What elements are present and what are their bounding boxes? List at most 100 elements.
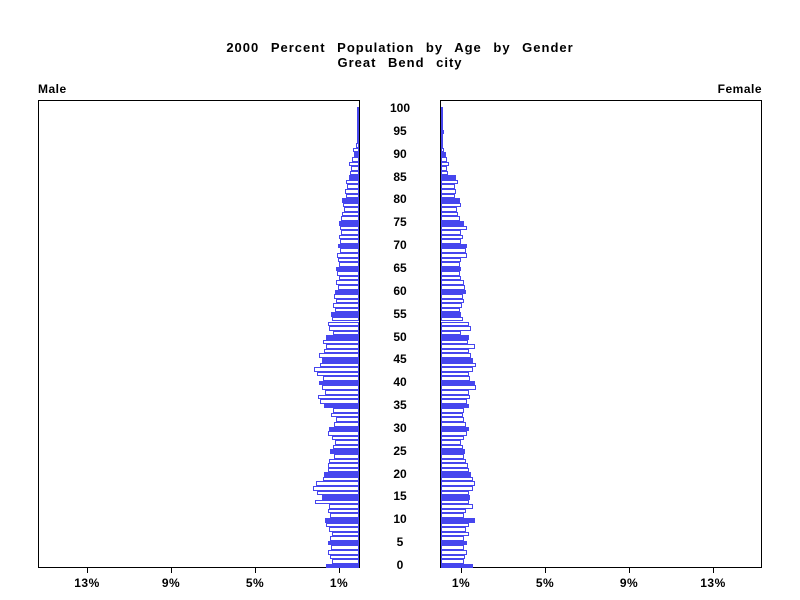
bar-male-age-47 [324, 348, 359, 354]
bar-male-age-65 [335, 266, 359, 272]
bar-male-age-21 [327, 467, 359, 473]
bar-female-age-9 [441, 522, 470, 528]
female-axis-tick-13 [713, 568, 714, 573]
bar-female-age-88 [441, 161, 450, 167]
age-tick-label-75: 75 [393, 215, 407, 230]
bar-female-age-67 [441, 257, 461, 263]
bar-female-age-84 [441, 179, 458, 185]
bar-female-age-4 [441, 545, 465, 550]
male-axis-tick-5 [255, 568, 256, 573]
bar-female-age-74 [441, 225, 468, 231]
bar-female-age-3 [441, 550, 468, 555]
bar-male-age-49 [323, 339, 359, 345]
bar-female-age-47 [441, 348, 470, 354]
bar-male-age-88 [348, 161, 359, 167]
female-panel-label: Female [717, 82, 762, 96]
bar-male-age-66 [339, 262, 359, 267]
bar-female-age-21 [441, 467, 470, 473]
bar-male-age-15 [322, 495, 359, 500]
bar-male-age-63 [339, 275, 359, 281]
bar-male-age-16 [317, 490, 359, 496]
bar-female-age-63 [441, 275, 461, 281]
bar-female-age-57 [441, 303, 462, 308]
bar-female-age-25 [441, 449, 466, 455]
bar-male-age-20 [324, 472, 359, 477]
bar-male-age-50 [326, 335, 359, 340]
bar-female-age-42 [441, 371, 470, 377]
bar-female-age-45 [441, 358, 473, 363]
bar-male-age-3 [327, 550, 359, 555]
age-tick-label-20: 20 [393, 466, 407, 481]
bar-female-age-51 [441, 330, 461, 336]
bar-male-age-86 [349, 170, 359, 176]
bar-male-age-96 [357, 124, 359, 130]
bar-male-age-0 [326, 563, 359, 569]
bar-male-age-53 [327, 321, 359, 327]
bar-female-age-2 [441, 554, 466, 560]
age-tick-label-60: 60 [393, 283, 407, 298]
bar-female-age-16 [441, 490, 470, 496]
age-tick-label-85: 85 [393, 169, 407, 184]
bar-female-age-11 [441, 513, 465, 518]
bar-female-age-28 [441, 435, 465, 441]
female-pyramid-panel [440, 100, 762, 569]
bar-male-age-72 [339, 234, 359, 240]
bar-male-age-57 [332, 303, 359, 308]
age-axis: 0 5 10 15 20 25 30 35 40 45 50 55 60 65 70 75 80 85 90 95 10… [360, 100, 440, 580]
bar-male-age-80 [342, 198, 359, 203]
bar-male-age-52 [328, 326, 359, 331]
bar-female-age-44 [441, 362, 476, 368]
age-tick-label-55: 55 [393, 306, 407, 321]
bar-male-age-31 [333, 422, 359, 427]
bar-female-age-68 [441, 252, 468, 258]
bar-male-age-46 [319, 353, 359, 359]
bar-male-age-36 [320, 399, 359, 404]
bar-male-age-85 [348, 175, 359, 180]
bar-female-age-24 [441, 454, 465, 459]
bar-male-age-76 [341, 216, 359, 221]
female-axis-tick-9 [629, 568, 630, 573]
female-axis-label-9: 9% [619, 576, 639, 590]
bar-male-age-98 [357, 115, 359, 121]
bar-male-age-45 [322, 358, 359, 363]
bar-male-age-99 [357, 111, 359, 116]
bar-female-age-83 [441, 184, 455, 189]
bar-female-age-56 [441, 307, 460, 313]
bar-male-age-11 [329, 513, 359, 518]
bar-female-age-27 [441, 440, 461, 445]
bar-male-age-84 [346, 179, 359, 185]
bar-female-age-37 [441, 394, 471, 400]
bar-male-age-56 [334, 307, 359, 313]
male-axis-label-13: 13% [74, 576, 100, 590]
bar-female-age-49 [441, 339, 469, 345]
bar-male-age-38 [325, 390, 359, 395]
bar-female-age-98 [441, 115, 443, 121]
male-axis-label-1: 1% [329, 576, 349, 590]
bar-female-age-40 [441, 380, 475, 386]
bar-female-age-29 [441, 431, 468, 436]
male-axis-tick-1 [339, 568, 340, 573]
bar-female-age-81 [441, 193, 455, 199]
bar-female-age-80 [441, 198, 460, 203]
bar-male-age-41 [323, 376, 359, 381]
bar-female-age-32 [441, 417, 465, 423]
bar-male-age-64 [336, 271, 359, 276]
bar-male-age-83 [347, 184, 359, 189]
bar-male-age-2 [329, 554, 359, 560]
bar-female-age-8 [441, 527, 467, 532]
bar-male-age-23 [328, 458, 359, 464]
bar-male-age-27 [334, 440, 359, 445]
bar-male-age-12 [327, 508, 359, 514]
bar-female-age-66 [441, 262, 460, 267]
bar-male-age-70 [338, 243, 359, 249]
bar-female-age-72 [441, 234, 464, 240]
bar-female-age-92 [441, 143, 444, 148]
age-tick-label-50: 50 [393, 329, 407, 344]
bar-male-age-91 [352, 147, 359, 153]
bar-male-age-40 [319, 380, 359, 386]
bar-male-age-61 [338, 284, 359, 290]
male-pyramid-panel [38, 100, 360, 569]
age-tick-label-25: 25 [393, 443, 407, 458]
bar-male-age-73 [341, 230, 359, 235]
bar-male-age-97 [357, 120, 359, 125]
